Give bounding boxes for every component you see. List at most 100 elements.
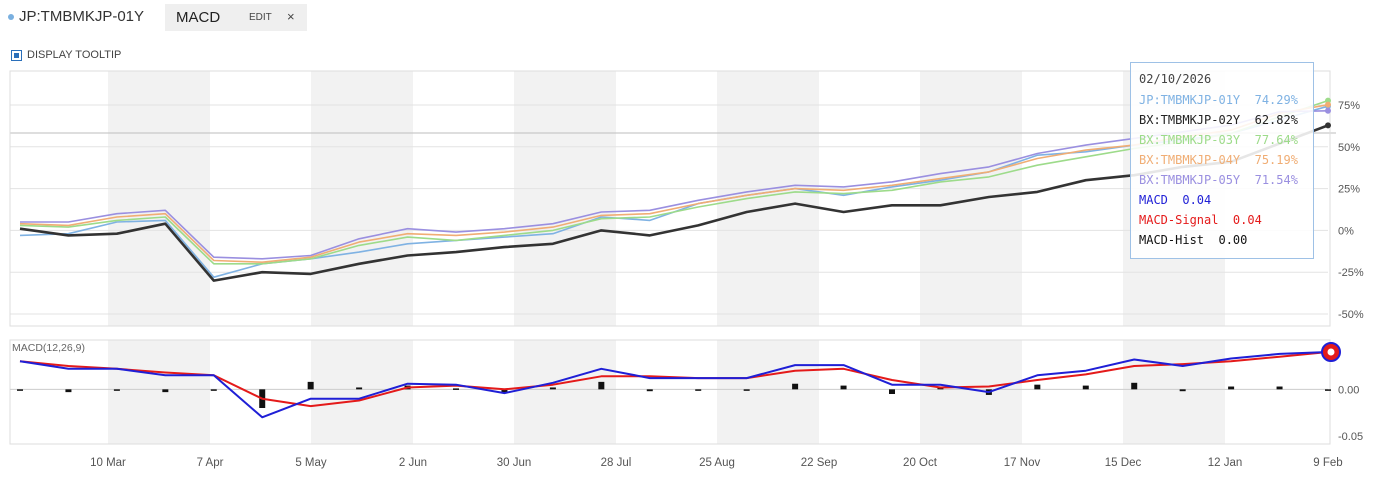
- y-tick-label: 0%: [1338, 225, 1354, 237]
- chart-header: JP:TMBMKJP-01Y MACD EDIT ×: [0, 0, 1378, 34]
- tooltip-row: MACD-Hist 0.00: [1139, 233, 1247, 247]
- macd-hist-bar: [17, 389, 23, 391]
- y-tick-label: 75%: [1338, 100, 1360, 112]
- tooltip-series-label: MACD: [1139, 193, 1168, 207]
- y-tick-label: 50%: [1338, 142, 1360, 154]
- edit-study-button[interactable]: EDIT: [249, 12, 272, 23]
- macd-line: [19, 351, 1329, 419]
- x-tick-label: 2 Jun: [399, 457, 427, 469]
- macd-hist-bar: [1325, 389, 1331, 391]
- macd-hist-bar: [1131, 382, 1138, 390]
- tooltip-row: MACD 0.04: [1139, 193, 1211, 207]
- macd-last-marker-dot: [1327, 348, 1335, 356]
- study-tab-macd[interactable]: MACD EDIT ×: [165, 4, 307, 31]
- tooltip-row: MACD-Signal 0.04: [1139, 213, 1262, 227]
- main-panel-frame: [9, 70, 1331, 327]
- series-line-5: [20, 110, 1329, 260]
- macd-hist-bar: [743, 389, 750, 391]
- x-tick-label: 28 Jul: [601, 457, 632, 469]
- tooltip-series-value: 77.64%: [1240, 133, 1298, 147]
- macd-hist-bar: [646, 389, 653, 392]
- tooltip-series-value: 75.19%: [1240, 153, 1298, 167]
- tooltip-series-label: BX:TMBMKJP-02Y: [1139, 113, 1241, 127]
- x-tick-label: 30 Jun: [497, 457, 532, 469]
- month-band: [108, 71, 210, 326]
- macd-hist-bar: [501, 389, 508, 394]
- series-line-4: [19, 103, 1329, 263]
- macd-hist-bar: [210, 389, 217, 391]
- series-last-point: [1325, 107, 1331, 114]
- tooltip-row: BX:TMBMKJP-04Y 75.19%: [1139, 153, 1298, 167]
- macd-hist-bar: [1179, 389, 1186, 392]
- month-band: [717, 71, 819, 326]
- y-tick-label: 0.00: [1338, 384, 1359, 396]
- macd-hist-bar: [598, 381, 605, 390]
- tooltip-series-value: 0.00: [1204, 233, 1248, 247]
- series-last-point: [1325, 122, 1331, 129]
- checkbox-icon[interactable]: [11, 49, 22, 61]
- y-tick-label: -0.05: [1338, 431, 1363, 443]
- tooltip-series-label: JP:TMBMKJP-01Y: [1139, 93, 1241, 107]
- x-tick-label: 20 Oct: [903, 457, 938, 469]
- x-tick-label: 9 Feb: [1313, 457, 1342, 469]
- tooltip-series-value: 71.54%: [1240, 173, 1298, 187]
- tooltip-series-label: BX:TMBMKJP-03Y: [1139, 133, 1241, 147]
- data-tooltip: 02/10/2026 JP:TMBMKJP-01Y 74.29% BX:TMBMK…: [1130, 62, 1314, 259]
- month-band: [108, 340, 210, 444]
- macd-hist-bar: [162, 389, 169, 393]
- macd-hist-bar: [840, 385, 847, 390]
- tooltip-series-label: MACD-Hist: [1139, 233, 1205, 247]
- macd-hist-bar: [1276, 386, 1283, 390]
- x-tick-label: 22 Sep: [801, 457, 837, 469]
- macd-hist-bar: [695, 389, 702, 391]
- macd-hist-bar: [65, 389, 72, 393]
- month-band: [514, 340, 616, 444]
- macd-hist-bar: [792, 383, 799, 390]
- macd-hist-bar: [307, 381, 314, 390]
- macd-hist-bar: [1228, 386, 1235, 390]
- month-band: [920, 340, 1022, 444]
- close-icon[interactable]: ×: [287, 9, 295, 24]
- y-tick-label: 25%: [1338, 184, 1360, 196]
- series-color-dot-icon: [8, 13, 14, 20]
- tooltip-row: JP:TMBMKJP-01Y 74.29%: [1139, 93, 1298, 107]
- tooltip-row: BX:TMBMKJP-05Y 71.54%: [1139, 173, 1298, 187]
- x-tick-label: 7 Apr: [197, 457, 224, 469]
- macd-hist-bar: [356, 387, 363, 390]
- y-tick-label: -50%: [1338, 309, 1364, 321]
- x-tick-label: 12 Jan: [1208, 457, 1243, 469]
- series-line-2: [19, 124, 1329, 282]
- month-band: [514, 71, 616, 326]
- macd-hist-bar: [113, 389, 120, 391]
- tooltip-series-value: 74.29%: [1240, 93, 1298, 107]
- series-line-3: [19, 99, 1329, 265]
- macd-hist-bar: [1082, 385, 1089, 390]
- primary-ticker[interactable]: JP:TMBMKJP-01Y: [8, 8, 144, 25]
- tooltip-series-label: BX:TMBMKJP-04Y: [1139, 153, 1241, 167]
- ticker-label: JP:TMBMKJP-01Y: [19, 8, 145, 25]
- macd-panel-title: MACD(12,26,9): [12, 342, 85, 354]
- tooltip-date: 02/10/2026: [1139, 72, 1212, 86]
- x-tick-label: 25 Aug: [699, 457, 735, 469]
- month-band: [311, 340, 413, 444]
- month-band: [1123, 340, 1225, 444]
- macd-hist-bar: [1034, 384, 1041, 390]
- tooltip-series-label: MACD-Signal: [1139, 213, 1219, 227]
- tooltip-series-value: 0.04: [1218, 213, 1262, 227]
- month-band: [920, 71, 1022, 326]
- x-tick-label: 15 Dec: [1105, 457, 1142, 469]
- tooltip-row: BX:TMBMKJP-02Y 62.82%: [1139, 113, 1298, 127]
- display-tooltip-toggle[interactable]: DISPLAY TOOLTIP: [11, 49, 121, 61]
- macd-hist-bar: [889, 389, 895, 394]
- tooltip-row: BX:TMBMKJP-03Y 77.64%: [1139, 133, 1298, 147]
- macd-panel-frame: [9, 339, 1331, 445]
- month-band: [311, 71, 413, 326]
- x-tick-label: 17 Nov: [1004, 457, 1041, 469]
- macd-hist-bar: [549, 387, 556, 390]
- x-tick-label: 5 May: [295, 457, 327, 469]
- month-band: [717, 340, 819, 444]
- tooltip-series-value: 0.04: [1167, 193, 1212, 207]
- y-tick-label: -25%: [1338, 267, 1364, 279]
- macd-hist-bar: [453, 388, 459, 390]
